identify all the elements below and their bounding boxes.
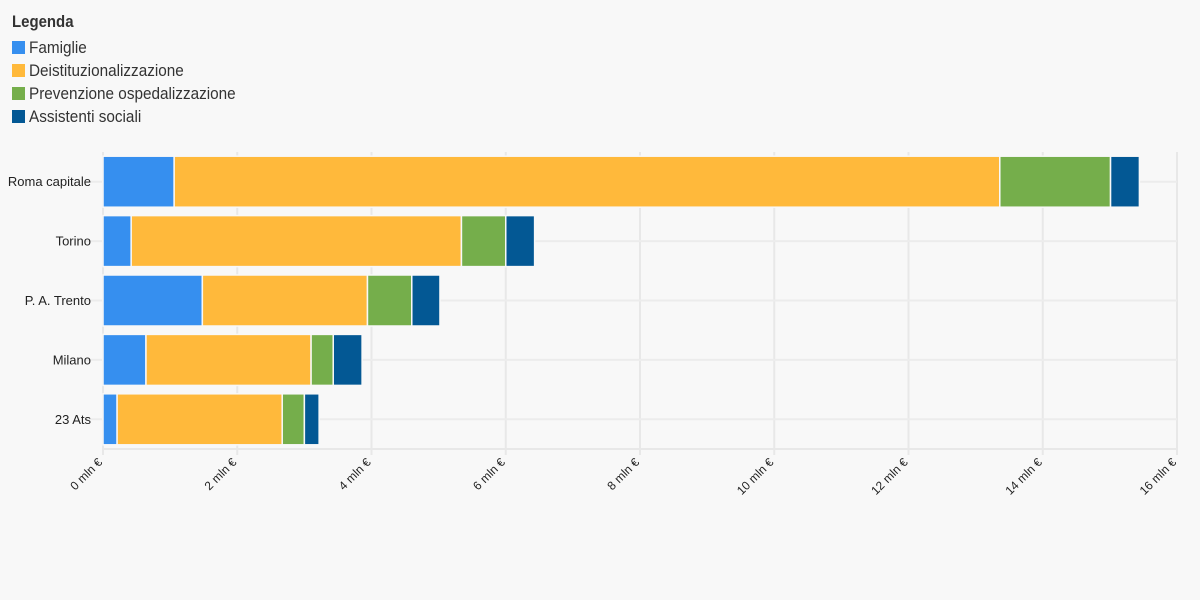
x-tick-label: 6 mln € — [470, 455, 508, 493]
bar-segment — [102, 393, 118, 446]
bar-segment — [102, 274, 204, 327]
legend-item[interactable]: Assistenti sociali — [12, 105, 259, 128]
legend-label: Assistenti sociali — [29, 106, 142, 126]
bar-segment — [173, 155, 1001, 208]
bar-segment — [116, 393, 283, 446]
x-tick-label: 2 mln € — [202, 455, 240, 493]
y-tick-label: Torino — [56, 234, 91, 249]
legend-item[interactable]: Prevenzione ospedalizzazione — [12, 82, 259, 105]
bar-segment — [201, 274, 369, 327]
x-tick-label: 12 mln € — [868, 455, 911, 498]
legend: Legenda Famiglie Deistituzionalizzazione P… — [12, 12, 259, 128]
bar-segment — [460, 214, 507, 268]
bar-segment — [1109, 155, 1141, 208]
legend-swatch — [12, 64, 25, 77]
legend-swatch — [12, 41, 25, 54]
bar-segment — [102, 155, 175, 208]
legend-item[interactable]: Famiglie — [12, 36, 259, 59]
bar-segment — [102, 333, 147, 387]
bar-segment — [281, 393, 306, 446]
bar-segment — [310, 333, 334, 387]
legend-label: Prevenzione ospedalizzazione — [29, 83, 236, 103]
bar-segment — [303, 393, 320, 446]
y-tick-label: Roma capitale — [8, 174, 91, 189]
y-tick-label: P. A. Trento — [25, 293, 91, 308]
bar-segment — [505, 214, 536, 268]
legend-swatch — [12, 87, 25, 100]
bar-segment — [332, 333, 363, 387]
legend-item[interactable]: Deistituzionalizzazione — [12, 59, 259, 82]
y-tick-label: 23 Ats — [55, 412, 92, 427]
x-tick-label: 16 mln € — [1137, 455, 1180, 498]
legend-label: Famiglie — [29, 37, 87, 57]
legend-label: Deistituzionalizzazione — [29, 60, 184, 80]
y-tick-label: Milano — [53, 352, 91, 367]
legend-swatch — [12, 110, 25, 123]
bar-segment — [411, 274, 441, 327]
bar-segment — [102, 214, 132, 268]
x-tick-label: 8 mln € — [604, 455, 642, 493]
x-tick-label: 4 mln € — [336, 455, 374, 493]
bar-segment — [130, 214, 463, 268]
bar-segment — [999, 155, 1112, 208]
x-tick-label: 14 mln € — [1002, 455, 1045, 498]
bar-segment — [145, 333, 312, 387]
x-tick-label: 10 mln € — [734, 455, 777, 498]
bar-segment — [366, 274, 413, 327]
legend-title: Legenda — [12, 12, 74, 31]
x-tick-label: 0 mln € — [67, 455, 105, 493]
